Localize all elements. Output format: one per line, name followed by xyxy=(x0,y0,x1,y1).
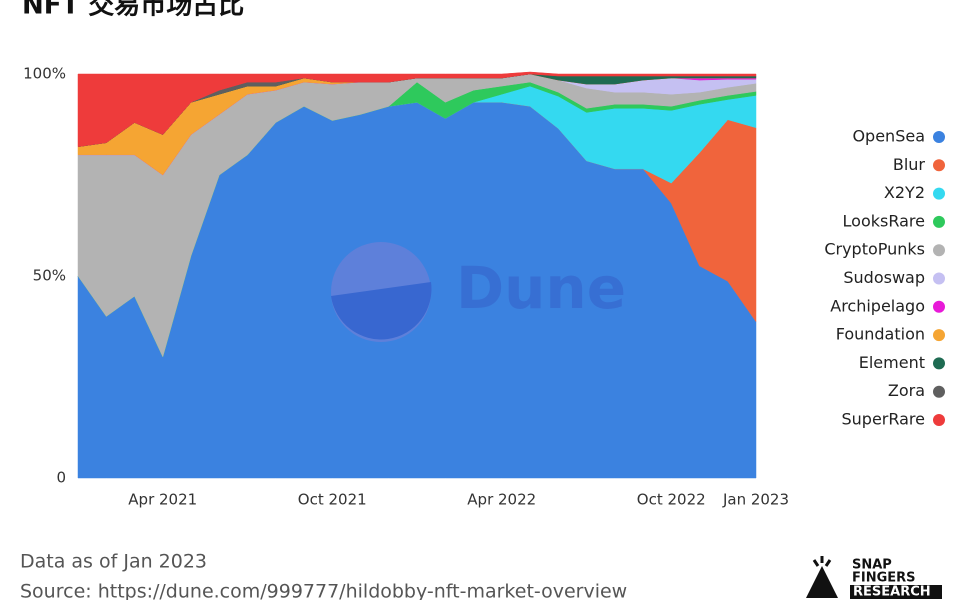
y-tick-label: 0 xyxy=(56,469,66,487)
x-tick-label: Oct 2021 xyxy=(298,491,367,509)
legend-label: OpenSea xyxy=(852,127,925,146)
legend-swatch xyxy=(933,300,945,313)
legend-swatch xyxy=(933,385,945,398)
legend-swatch xyxy=(933,159,945,172)
x-tick-label: Oct 2022 xyxy=(637,491,706,509)
legend-swatch xyxy=(933,131,945,143)
y-tick-label: 50% xyxy=(33,267,66,285)
logo-text: RESEARCH xyxy=(853,585,931,600)
footer-note: Data as of Jan 2023 xyxy=(20,551,207,573)
x-tick-label: Apr 2021 xyxy=(128,491,197,509)
logo-rays xyxy=(812,556,832,567)
legend-swatch xyxy=(933,414,945,426)
legend-label: Sudoswap xyxy=(843,268,925,287)
logo: SNAP FINGERS RESEARCH xyxy=(806,556,942,600)
legend-label: Element xyxy=(859,353,925,372)
legend-label: CryptoPunks xyxy=(824,240,925,259)
legend-label: Foundation xyxy=(836,325,925,344)
legend-swatch xyxy=(933,187,945,200)
watermark-text: Dune xyxy=(456,254,626,322)
watermark: Dune xyxy=(331,242,626,342)
logo-text: SNAP xyxy=(852,558,892,573)
logo-mark xyxy=(806,566,838,598)
legend-swatch xyxy=(933,329,945,342)
legend-label: X2Y2 xyxy=(884,183,925,202)
legend-label: Blur xyxy=(893,155,926,174)
chart-title: NFT 交易市场占比 xyxy=(22,0,244,21)
logo-text: FINGERS xyxy=(852,571,916,586)
watermark-logo-part xyxy=(331,282,432,340)
y-tick-label: 100% xyxy=(23,65,66,83)
legend-label: SuperRare xyxy=(841,410,925,429)
legend-swatch xyxy=(933,215,945,228)
legend-label: LooksRare xyxy=(843,211,925,230)
x-tick-label: Jan 2023 xyxy=(722,491,789,509)
legend-label: Zora xyxy=(888,381,925,400)
x-tick-label: Apr 2022 xyxy=(467,491,536,509)
legend-swatch xyxy=(933,272,945,285)
area xyxy=(77,71,757,147)
footer-source: Source: https://dune.com/999777/hildobby… xyxy=(20,581,627,601)
legend-label: Archipelago xyxy=(830,296,925,315)
logo-band xyxy=(850,585,942,599)
legend-swatch xyxy=(933,244,945,257)
legend-swatch xyxy=(933,357,945,370)
